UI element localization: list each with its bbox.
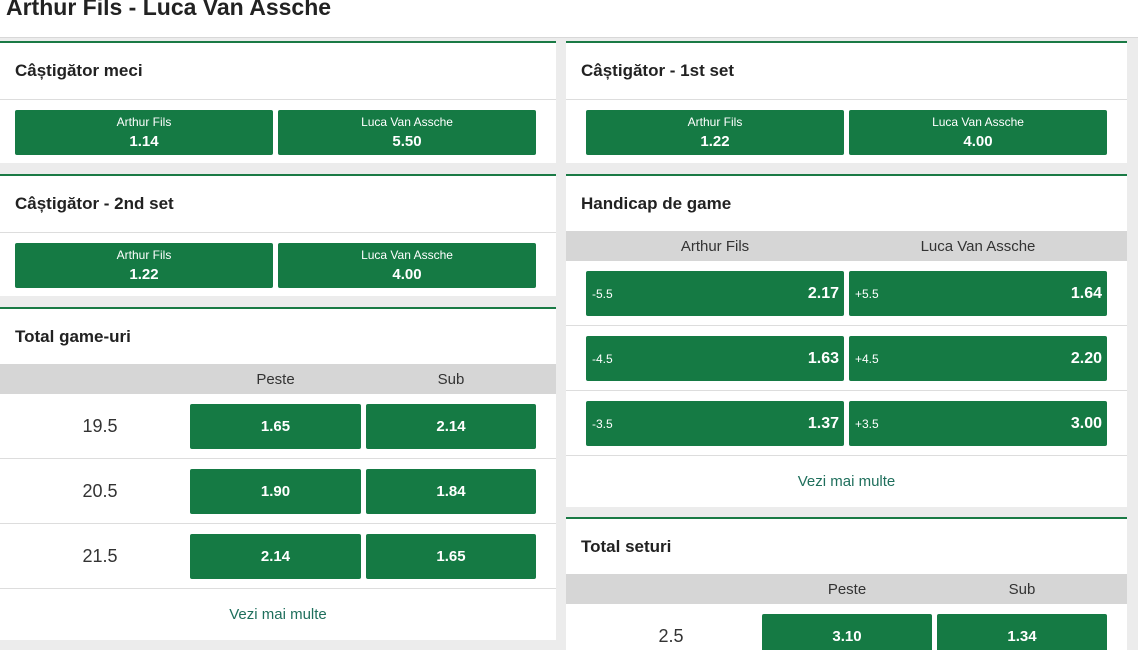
separator <box>566 99 1127 100</box>
see-more-link[interactable]: Vezi mai multe <box>797 472 896 490</box>
odds-button[interactable]: +3.5 3.00 <box>849 401 1107 446</box>
odds-value: 1.63 <box>807 349 839 367</box>
odds-value: 4.00 <box>392 266 422 283</box>
odds-button[interactable]: -5.5 2.17 <box>586 271 844 316</box>
odds-button[interactable]: +5.5 1.64 <box>849 271 1107 316</box>
handicap-line: +5.5 <box>855 286 879 301</box>
odds-value: 3.00 <box>1070 414 1102 432</box>
selection-name: Luca Van Assche <box>361 248 453 262</box>
odds-value: 1.34 <box>1007 628 1037 645</box>
market-title: Câștigător - 2nd set <box>15 194 174 213</box>
column-header-row <box>0 364 556 394</box>
handicap-line: +3.5 <box>855 416 879 431</box>
odds-button[interactable]: Arthur Fils 1.14 <box>15 110 273 155</box>
line-value: 19.5 <box>82 416 118 436</box>
market-title: Câștigător - 1st set <box>581 61 735 80</box>
odds-value: 1.22 <box>700 133 730 150</box>
match-title: Arthur Fils - Luca Van Assche <box>6 0 332 20</box>
odds-button[interactable]: 1.84 <box>366 469 536 514</box>
column-header: Peste <box>827 580 867 598</box>
odds-button[interactable]: 3.10 <box>762 614 932 650</box>
market-panel: Câștigător meci Arthur Fils 1.14 Luca Van A… <box>0 41 556 163</box>
row-separator <box>566 455 1127 456</box>
selection-name: Arthur Fils <box>687 115 743 129</box>
odds-value: 2.14 <box>436 418 466 435</box>
separator <box>0 232 556 233</box>
row-separator <box>0 523 556 524</box>
column-header: Arthur Fils <box>680 237 750 255</box>
row-separator <box>0 588 556 589</box>
selection-name: Arthur Fils <box>116 115 172 129</box>
odds-button[interactable]: +4.5 2.20 <box>849 336 1107 381</box>
odds-value: 1.37 <box>807 414 839 432</box>
row-separator <box>0 458 556 459</box>
odds-value: 1.22 <box>129 266 159 283</box>
see-more-link[interactable]: Vezi mai multe <box>229 605 327 623</box>
market-panel: Handicap de game Arthur Fils Luca Van Assc… <box>566 174 1127 507</box>
odds-value: 1.14 <box>129 133 159 150</box>
market-title: Câștigător meci <box>15 61 143 80</box>
market-panel: Total game-uri Peste Sub 19.5 1.65 2.14 20.5 1.… <box>0 307 556 640</box>
odds-button[interactable]: 2.14 <box>190 534 361 579</box>
handicap-line: -5.5 <box>592 286 613 301</box>
odds-value: 1.65 <box>436 548 466 565</box>
market-title: Total seturi <box>581 537 672 556</box>
odds-button[interactable]: 1.65 <box>190 404 361 449</box>
row-separator <box>566 325 1127 326</box>
handicap-line: -3.5 <box>592 416 613 431</box>
line-value: 21.5 <box>82 546 118 566</box>
odds-button[interactable]: Luca Van Assche 5.50 <box>278 110 536 155</box>
odds-value: 2.20 <box>1070 349 1102 367</box>
selection-name: Luca Van Assche <box>361 115 453 129</box>
odds-value: 1.65 <box>260 418 291 435</box>
odds-value: 2.14 <box>260 548 291 565</box>
odds-button[interactable]: 1.65 <box>366 534 536 579</box>
odds-button[interactable]: Arthur Fils 1.22 <box>586 110 844 155</box>
odds-value: 4.00 <box>963 133 993 150</box>
market-title: Total game-uri <box>15 327 131 346</box>
market-panel: Total seturi Peste Sub 2.5 3.10 1.34 <box>566 517 1127 650</box>
column-header: Peste <box>256 370 295 388</box>
odds-button[interactable]: Luca Van Assche 4.00 <box>849 110 1107 155</box>
handicap-line: -4.5 <box>592 351 613 366</box>
line-value: 20.5 <box>82 481 118 501</box>
column-header-row <box>566 574 1127 604</box>
line-value: 2.5 <box>658 626 684 646</box>
market-panel: Câștigător - 1st set Arthur Fils 1.22 Luca … <box>566 41 1127 163</box>
odds-button[interactable]: 2.14 <box>366 404 536 449</box>
odds-button[interactable]: -3.5 1.37 <box>586 401 844 446</box>
odds-value: 5.50 <box>392 133 422 150</box>
row-separator <box>566 390 1127 391</box>
selection-name: Luca Van Assche <box>932 115 1024 129</box>
odds-value: 1.84 <box>436 483 466 500</box>
odds-button[interactable]: -4.5 1.63 <box>586 336 844 381</box>
top-bar: Arthur Fils - Luca Van Assche <box>0 0 1138 38</box>
selection-name: Arthur Fils <box>116 248 172 262</box>
odds-value: 1.64 <box>1070 284 1102 302</box>
odds-value: 3.10 <box>832 628 862 645</box>
column-header-row <box>566 231 1127 261</box>
odds-value: 2.17 <box>807 284 839 302</box>
handicap-line: +4.5 <box>855 351 879 366</box>
odds-button[interactable]: Luca Van Assche 4.00 <box>278 243 536 288</box>
market-panel: Câștigător - 2nd set Arthur Fils 1.22 Luca … <box>0 174 556 296</box>
odds-button[interactable]: 1.34 <box>937 614 1107 650</box>
column-header: Luca Van Assche <box>920 237 1036 255</box>
market-title: Handicap de game <box>581 194 732 213</box>
separator <box>0 99 556 100</box>
odds-button[interactable]: 1.90 <box>190 469 361 514</box>
column-header: Sub <box>1008 580 1036 598</box>
column-header: Sub <box>437 370 465 388</box>
odds-button[interactable]: Arthur Fils 1.22 <box>15 243 273 288</box>
odds-value: 1.90 <box>260 483 291 500</box>
